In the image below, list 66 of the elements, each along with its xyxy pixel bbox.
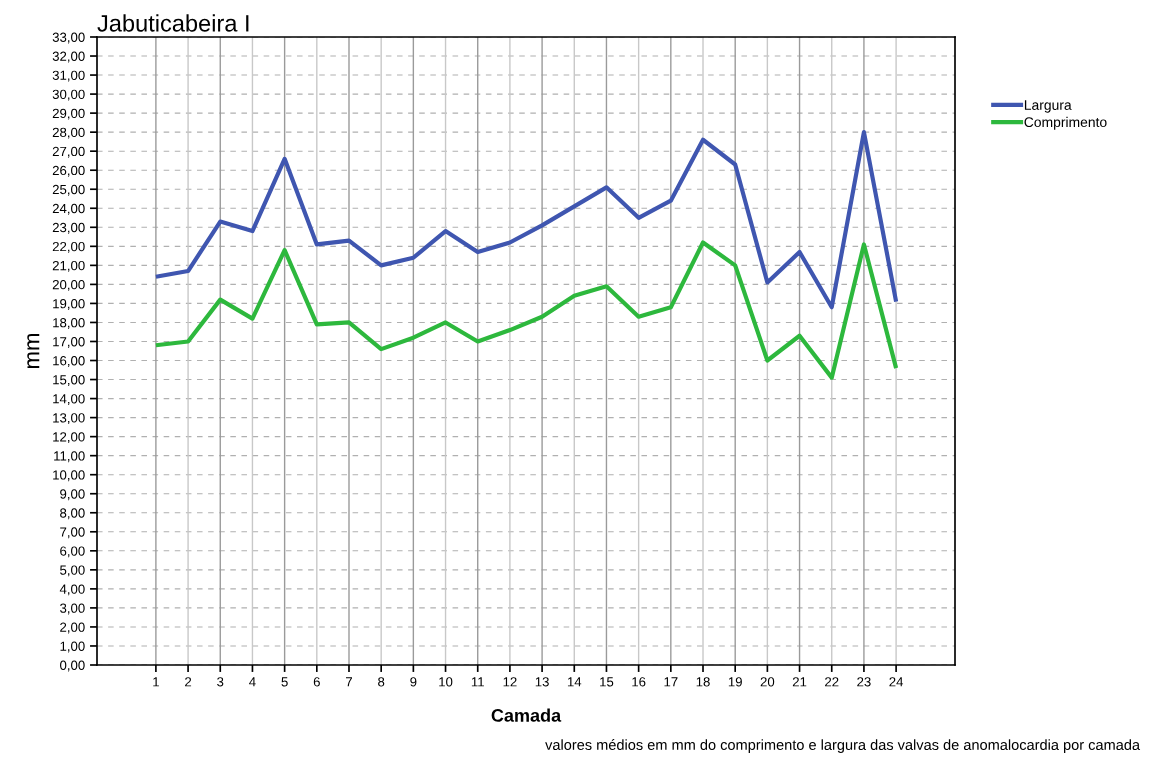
x-tick-label: 14 xyxy=(567,677,582,687)
y-axis-title: mm xyxy=(27,333,40,369)
y-tick-label: 29,00 xyxy=(52,108,85,120)
y-tick-label: 24,00 xyxy=(52,203,85,215)
y-tick-label: 20,00 xyxy=(52,279,85,291)
y-tick-label: 6,00 xyxy=(60,546,85,558)
y-tick-label: 19,00 xyxy=(53,298,85,310)
y-tick-label: 33,00 xyxy=(52,32,85,44)
text: valores médios em mm do comprimento e largura das valvas de anomalocardia por camada xyxy=(545,739,1141,753)
y-tick-label: 12,00 xyxy=(53,432,85,444)
x-tick-label: 1 xyxy=(153,677,159,687)
x-tick-label: 2 xyxy=(185,677,192,687)
x-tick-label: 6 xyxy=(313,677,320,687)
y-tick-label: 25,00 xyxy=(52,184,85,196)
y-tick-label: 14,00 xyxy=(53,394,85,406)
legend-label: Comprimento xyxy=(1024,116,1107,130)
line-series xyxy=(153,240,899,380)
y-tick-label: 8,00 xyxy=(60,508,85,520)
y-tick-label: 21,00 xyxy=(52,260,85,272)
x-tick-label: 5 xyxy=(281,677,288,687)
x-tick-label: 13 xyxy=(535,677,549,687)
x-tick-label: 9 xyxy=(410,677,417,687)
x-tick-label: 15 xyxy=(600,677,614,687)
y-tick-label: 28,00 xyxy=(52,127,85,139)
y-tick-label: 3,00 xyxy=(60,603,85,615)
x-tick-label: 3 xyxy=(217,677,224,687)
x-tick-label: 17 xyxy=(664,677,678,687)
x-tick-label: 22 xyxy=(825,677,839,687)
y-tick-label: 18,00 xyxy=(53,318,85,329)
y-tick-label: 32,00 xyxy=(52,51,85,63)
y-tick-label: 27,00 xyxy=(52,146,85,158)
x-tick-label: 8 xyxy=(378,677,385,687)
y-tick-label: 31,00 xyxy=(52,70,85,82)
y-tick-label: 9,00 xyxy=(60,489,85,501)
legend-label: Largura xyxy=(1024,100,1072,113)
y-tick-label: 1,00 xyxy=(60,641,85,653)
x-tick-label: 21 xyxy=(792,677,807,687)
x-tick-label: 7 xyxy=(346,677,352,687)
x-tick-label: 4 xyxy=(249,677,256,687)
y-tick-label: 0,00 xyxy=(60,660,85,672)
y-tick-label: 26,00 xyxy=(52,165,85,177)
y-tick-label: 7,00 xyxy=(60,527,85,539)
x-tick-label: 12 xyxy=(503,677,517,687)
y-tick-label: 13,00 xyxy=(53,413,85,425)
y-tick-label: 10,00 xyxy=(53,470,85,482)
y-tick-label: 22,00 xyxy=(52,241,85,253)
x-tick-label: 11 xyxy=(471,677,484,687)
x-tick-label: 19 xyxy=(728,677,742,687)
line-series xyxy=(153,130,899,310)
chart-title: Jabuticabeira I xyxy=(97,14,249,32)
y-tick-label: 2,00 xyxy=(60,622,85,634)
y-tick-label: 17,00 xyxy=(53,337,85,348)
y-tick-label: 16,00 xyxy=(53,356,85,367)
x-tick-label: 23 xyxy=(857,677,871,687)
y-tick-label: 11,00 xyxy=(54,451,85,463)
x-tick-label: 24 xyxy=(889,677,904,687)
x-tick-label: 16 xyxy=(632,677,646,687)
x-tick-label: 10 xyxy=(439,677,453,687)
x-axis-title: Camada xyxy=(491,708,562,722)
y-tick-label: 30,00 xyxy=(52,89,85,101)
x-tick-label: 20 xyxy=(760,677,775,687)
y-tick-label: 15,00 xyxy=(53,375,85,387)
y-tick-label: 23,00 xyxy=(52,222,85,234)
y-tick-label: 5,00 xyxy=(60,565,85,577)
x-tick-label: 18 xyxy=(696,677,710,687)
y-tick-label: 4,00 xyxy=(59,584,85,596)
